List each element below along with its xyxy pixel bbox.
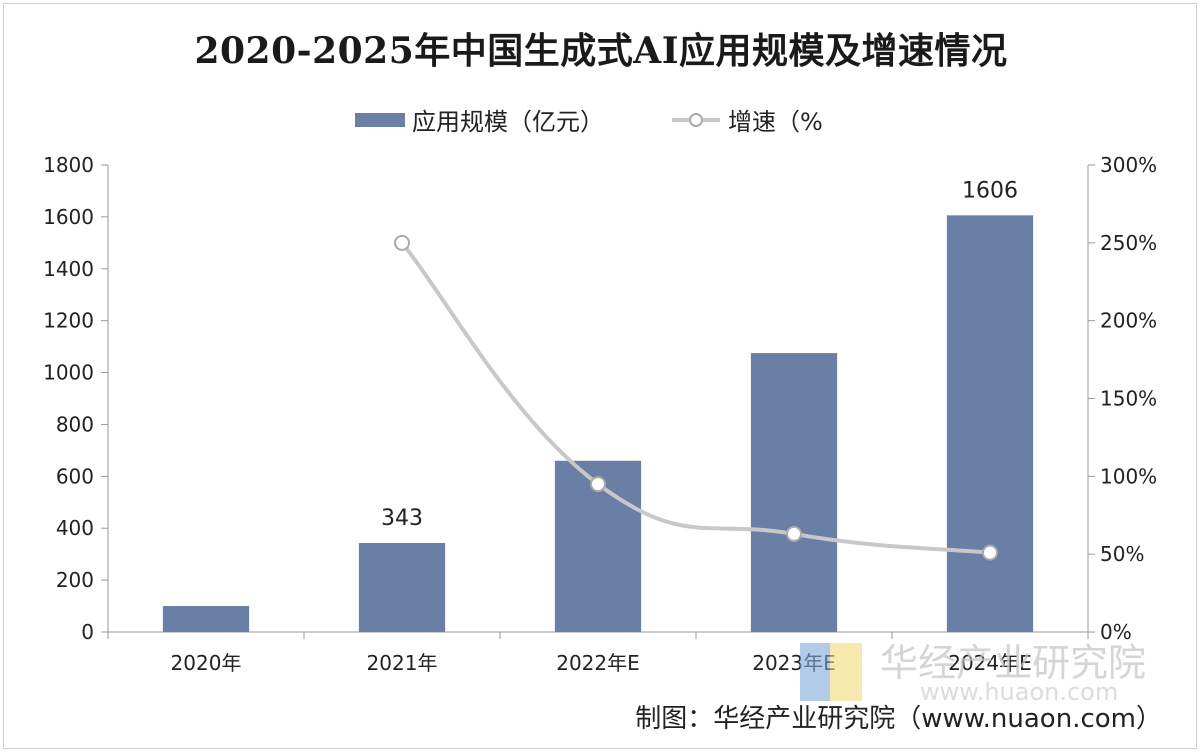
legend-line-marker: [689, 113, 703, 127]
left-axis-tick-label: 1800: [43, 153, 94, 177]
chart-title: 2020-2025年中国生成式AI应用规模及增速情况: [194, 30, 1008, 72]
left-axis-tick-label: 600: [56, 464, 94, 488]
legend-bar-swatch: [355, 113, 405, 127]
legend: 应用规模（亿元） 增速（%: [355, 108, 823, 136]
left-axis-tick-label: 1600: [43, 205, 94, 229]
left-axis-tick-label: 1000: [43, 361, 94, 385]
growth-line-path: [400, 241, 991, 555]
bar-2020年: [162, 606, 250, 632]
growth-point: [590, 476, 606, 493]
left-axis-tick-label: 800: [56, 412, 94, 436]
x-axis-category-label: 2022年E: [556, 651, 640, 675]
bar-data-label: 343: [381, 506, 423, 531]
watermark: 华经产业研究院 www.huaon.com: [800, 641, 1146, 706]
legend-line-label: 增速（%: [728, 108, 823, 136]
watermark-url: www.huaon.com: [920, 678, 1118, 706]
right-axis-tick-label: 0%: [1100, 620, 1132, 644]
bar-2021年: [358, 543, 446, 632]
left-axis-tick-label: 200: [56, 568, 94, 592]
x-axis-category-label: 2021年: [367, 651, 438, 675]
right-axis-tick-label: 250%: [1100, 231, 1157, 255]
right-axis-tick-label: 100%: [1100, 464, 1157, 488]
right-axis-tick-label: 150%: [1100, 387, 1157, 411]
data-labels: 343 1606: [381, 178, 1018, 531]
legend-bar-label: 应用规模（亿元）: [412, 108, 604, 136]
watermark-text: 华经产业研究院: [880, 641, 1146, 685]
source-note: 制图：华经产业研究院（www.nuaon.com）: [635, 704, 1162, 734]
x-axis-category-label: 2020年: [171, 651, 242, 675]
growth-point: [786, 525, 802, 542]
watermark-logo-yellow: [830, 643, 862, 701]
left-axis-tick-label: 1200: [43, 309, 94, 333]
bar-2024年E: [946, 215, 1034, 633]
axes: 0 200 400 600 800 1000 1200 1400 1600 1800 0% 50% 10…: [43, 153, 1157, 675]
right-axis-tick-label: 50%: [1100, 542, 1144, 566]
left-axis-tick-label: 400: [56, 516, 94, 540]
right-axis-tick-label: 300%: [1100, 153, 1157, 177]
growth-point: [982, 544, 998, 561]
bar-data-label: 1606: [962, 178, 1018, 203]
bar-2023年E: [750, 353, 838, 632]
x-axis-category-label: 2024年E: [948, 651, 1032, 675]
chart-frame: [3, 3, 1197, 749]
growth-point: [394, 234, 410, 251]
growth-line: [394, 234, 998, 561]
bars: [162, 215, 1034, 633]
left-axis-tick-label: 1400: [43, 257, 94, 281]
left-axis-tick-label: 0: [81, 620, 94, 644]
right-axis-tick-label: 200%: [1100, 309, 1157, 333]
watermark-logo-blue: [800, 643, 830, 701]
